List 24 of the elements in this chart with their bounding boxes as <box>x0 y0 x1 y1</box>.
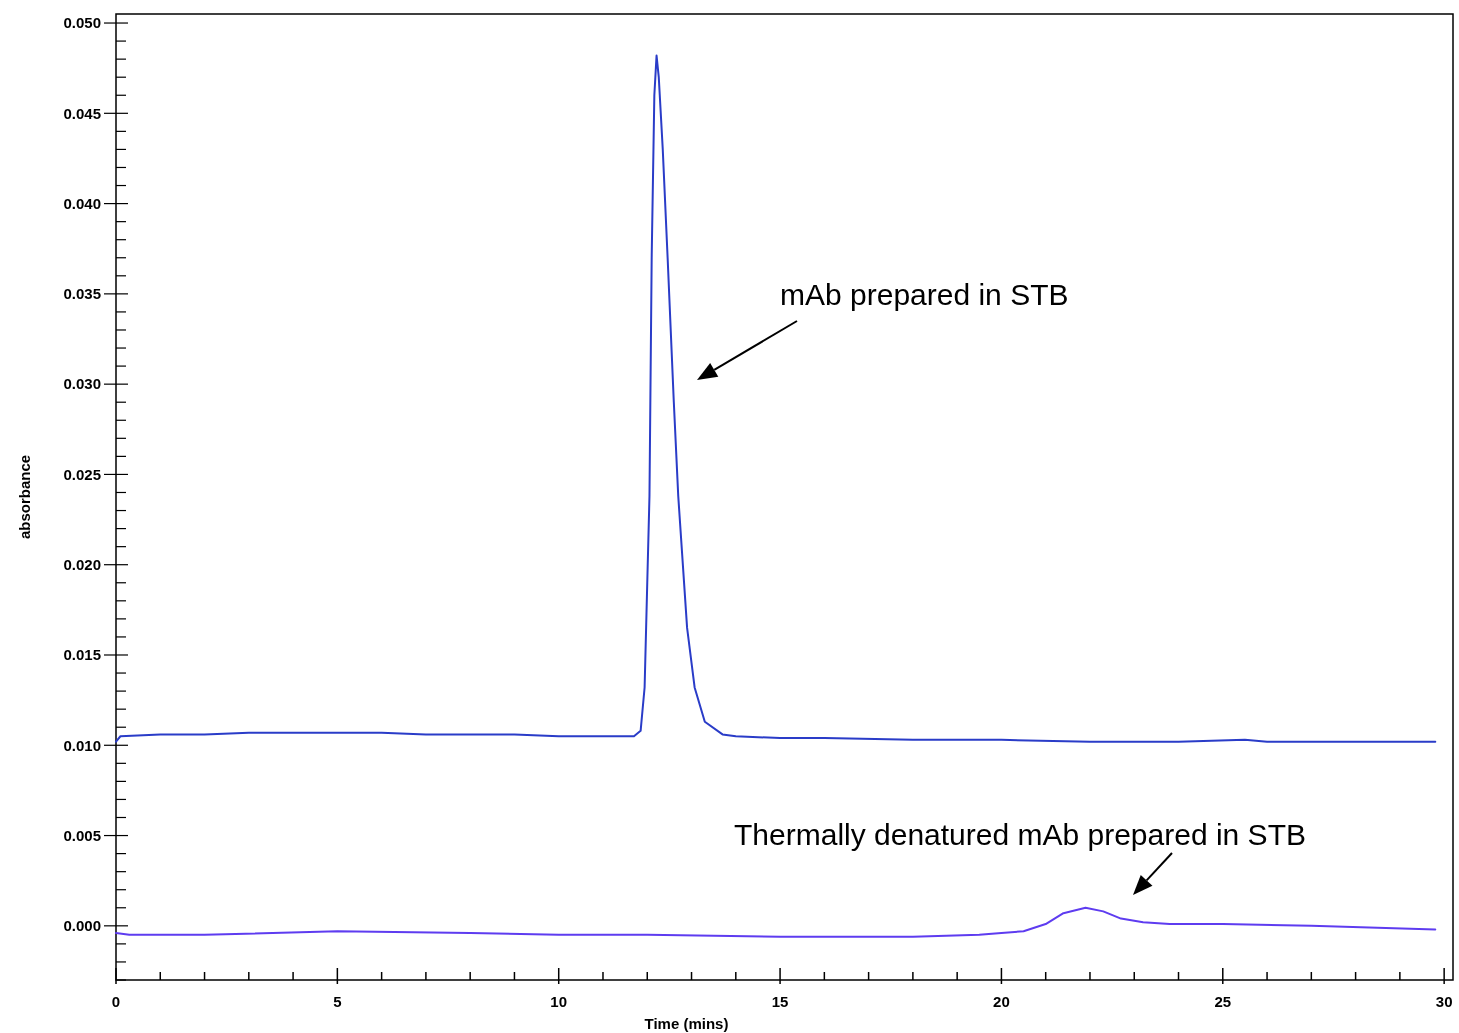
y-tick-label: 0.035 <box>63 285 101 303</box>
y-tick-label: 0.045 <box>63 104 101 122</box>
x-axis-title: Time (mins) <box>644 1015 729 1032</box>
y-tick-label: 0.050 <box>63 14 101 32</box>
line-series <box>115 54 1437 743</box>
y-tick-label: 0.040 <box>63 194 101 212</box>
y-tick-label: 0.025 <box>63 465 101 483</box>
y-tick-label: 0.005 <box>63 826 101 844</box>
x-tick-label: 5 <box>333 993 342 1010</box>
y-tick-label: 0.010 <box>63 736 101 754</box>
x-tick-label: 30 <box>1435 993 1453 1010</box>
x-tick-label: 25 <box>1214 993 1232 1010</box>
y-tick-label: 0.015 <box>63 646 101 664</box>
y-tick-label: 0.030 <box>63 375 101 393</box>
y-tick-label: 0.020 <box>63 555 101 573</box>
x-tick-label: 0 <box>111 993 121 1010</box>
annotation: mAb prepared in STB <box>780 278 1069 311</box>
x-tick-label: 15 <box>771 993 789 1010</box>
x-tick-label: 20 <box>993 993 1010 1010</box>
y-tick-label: 0.000 <box>63 917 101 935</box>
x-tick-label: 10 <box>550 993 568 1010</box>
annotation: Thermally denatured mAb prepared in STB <box>734 818 1306 851</box>
line-series <box>115 906 1437 938</box>
y-axis-title: absorbance <box>16 454 33 540</box>
